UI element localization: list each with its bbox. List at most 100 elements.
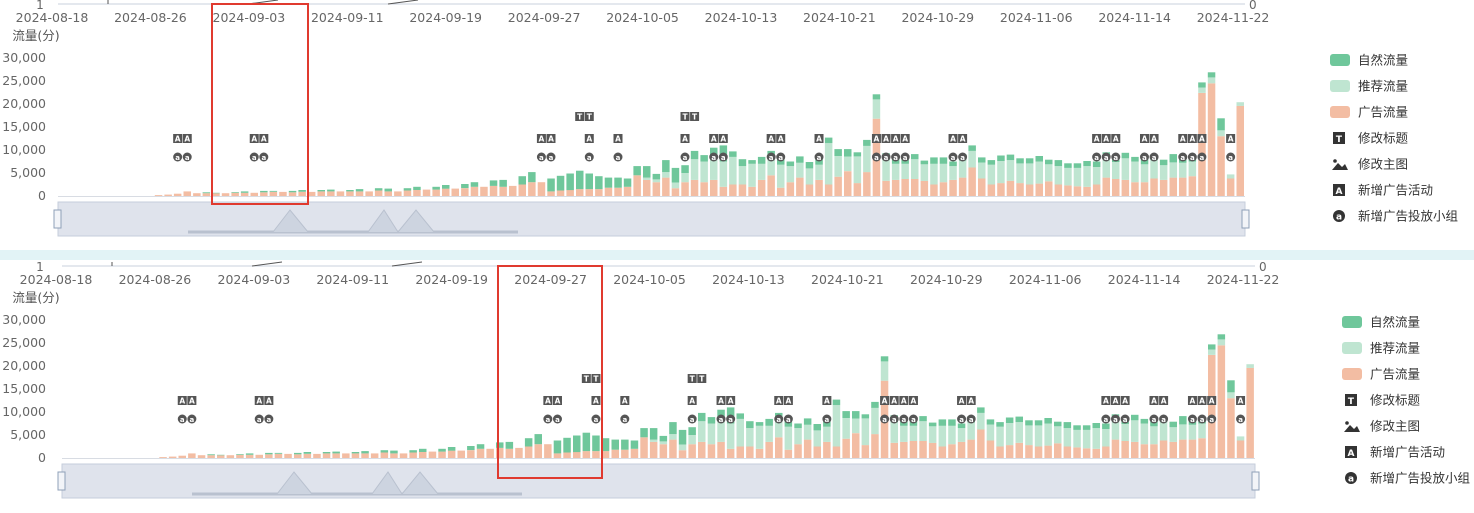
x-tick-label: 2024-08-18: [20, 272, 93, 287]
bar-recommend: [796, 162, 804, 178]
bar-ads: [269, 191, 278, 196]
marker-new-group-icon: [1111, 152, 1121, 162]
bar-natural: [786, 161, 795, 167]
bar-ads: [700, 182, 708, 196]
marker-new-campaign-icon: [908, 396, 918, 405]
legend-edit_title-label: 修改标题: [1370, 393, 1421, 408]
bar-ads: [930, 184, 938, 196]
bar-natural: [662, 160, 670, 173]
mini-axis-left-label: 1: [36, 0, 44, 12]
legend-ads-swatch: [1330, 106, 1350, 118]
bar-natural: [987, 160, 996, 165]
bar-natural: [236, 454, 244, 455]
bar-recommend: [1064, 167, 1072, 186]
bar-recommend: [1035, 161, 1043, 184]
bar-ads: [1226, 178, 1235, 196]
legend-glyph: A: [1336, 187, 1343, 197]
bar-ads: [939, 182, 948, 196]
marker-new-group-icon: [891, 152, 901, 162]
bar-ads: [355, 191, 364, 196]
legend-natural-swatch: [1330, 54, 1350, 66]
bar-ads: [336, 191, 345, 196]
marker-new-group-icon: [254, 414, 264, 424]
edit-image-icon: [1332, 163, 1348, 170]
marker-glyph: A: [1161, 397, 1167, 406]
marker-new-campaign-icon: [774, 396, 784, 405]
bar-ads: [183, 191, 191, 196]
bar-ads: [949, 179, 957, 196]
datazoom-left-handle: [57, 471, 66, 491]
marker-glyph: T: [690, 375, 696, 384]
marker-glyph: a: [884, 154, 889, 162]
bar-ads: [948, 444, 956, 458]
bar-natural: [303, 452, 312, 454]
bar-recommend: [948, 425, 956, 445]
y-tick-label: 5,000: [10, 427, 46, 442]
marker-new-campaign-icon: [1207, 396, 1217, 405]
x-tick-label: 2024-08-26: [119, 272, 192, 287]
x-tick-label: 2024-10-05: [613, 272, 686, 287]
bar-ads: [288, 192, 297, 196]
bar-recommend: [1169, 162, 1177, 178]
bar-ads: [1188, 439, 1197, 458]
bar-natural: [212, 192, 220, 194]
marker-new-group-icon: [774, 414, 784, 424]
mini-axis-right-label: 0: [1249, 0, 1257, 12]
marker-new-campaign-icon: [591, 396, 601, 405]
bar-recommend: [1112, 162, 1120, 179]
bar-ads: [250, 192, 258, 196]
marker-glyph: A: [1151, 135, 1157, 144]
bar-recommend: [1198, 87, 1206, 93]
marker-glyph: a: [549, 154, 554, 162]
y-tick-label: 15,000: [2, 381, 46, 396]
bar-natural: [880, 356, 889, 362]
bar-ads: [553, 453, 562, 458]
marker-glyph: a: [711, 154, 716, 162]
marker-glyph: A: [1190, 397, 1196, 406]
bar-recommend: [775, 418, 783, 438]
bar-ads: [1198, 438, 1206, 458]
bar-ads: [710, 179, 718, 196]
bar-natural: [757, 156, 766, 164]
bar-natural: [1064, 163, 1072, 168]
x-tick-label: 2024-09-19: [415, 272, 488, 287]
bar-natural: [690, 150, 699, 160]
marker-glyph: a: [1238, 416, 1243, 424]
bar-natural: [748, 160, 756, 164]
bar-ads: [1227, 398, 1235, 458]
marker-glyph: a: [1190, 154, 1195, 162]
x-tick-label: 2024-08-18: [16, 10, 89, 25]
x-tick-label: 2024-09-11: [311, 10, 384, 25]
y-tick-label: 20,000: [2, 358, 46, 373]
bar-ads: [438, 451, 446, 458]
bar-ads: [891, 179, 900, 196]
bar-recommend: [949, 166, 957, 180]
bar-natural: [413, 186, 421, 190]
marker-glyph: a: [1152, 416, 1157, 424]
marker-glyph: A: [184, 135, 190, 144]
bar-recommend: [1150, 160, 1158, 179]
bar-recommend: [968, 150, 976, 168]
bar-ads: [1179, 439, 1187, 458]
bar-ads: [1045, 181, 1053, 196]
marker-new-campaign-icon: [889, 396, 899, 405]
bar-ads: [623, 186, 632, 196]
bar-natural: [390, 450, 398, 454]
marker-new-campaign-icon: [249, 134, 259, 143]
new-group-icon: [1333, 210, 1345, 222]
marker-glyph: A: [1228, 135, 1234, 144]
marker-new-group-icon: [687, 414, 697, 424]
bar-recommend: [1073, 429, 1081, 448]
marker-new-campaign-icon: [1197, 134, 1207, 143]
marker-new-campaign-icon: [1159, 396, 1169, 405]
marker-new-campaign-icon: [680, 134, 690, 143]
bar-ads: [957, 441, 966, 458]
bar-recommend: [767, 156, 775, 176]
bar-ads: [765, 441, 773, 458]
bar-ads: [245, 454, 254, 458]
bar-natural: [1121, 152, 1130, 159]
marker-glyph: A: [189, 397, 195, 406]
bar-ads: [669, 439, 677, 458]
bar-ads: [207, 455, 215, 458]
marker-new-group-icon: [822, 414, 832, 424]
